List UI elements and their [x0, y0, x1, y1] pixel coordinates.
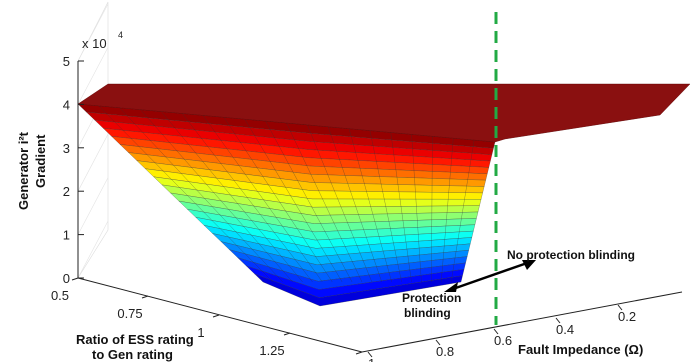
- x-tick-mark: [367, 351, 373, 358]
- z-axis-label-line2: Gradient: [33, 134, 48, 188]
- x-tick-mark: [435, 339, 441, 346]
- grid-line: [77, 47, 109, 105]
- y-tick-label: 0.75: [117, 306, 142, 321]
- mesh-line: [441, 138, 454, 283]
- z-tick-label: 0: [63, 271, 70, 286]
- y-tick-mark: [212, 314, 220, 318]
- mesh-line: [202, 115, 323, 283]
- mesh-line: [244, 119, 343, 283]
- y-tick-mark: [71, 277, 79, 281]
- y-tick-mark: [141, 295, 149, 299]
- mesh-line: [411, 134, 422, 283]
- z-tick-label: 2: [63, 184, 70, 199]
- y-axis-label-line2: to Gen rating: [92, 347, 173, 362]
- x-axis-label: Fault Impedance (Ω): [518, 342, 643, 357]
- back-wall: [78, 2, 690, 61]
- mesh-line: [328, 126, 382, 283]
- mesh-line: [182, 113, 313, 283]
- grid-line: [77, 3, 109, 62]
- blinding-arrow: [449, 260, 531, 292]
- mesh-line: [98, 105, 273, 283]
- x-tick-label: 0.2: [618, 309, 636, 324]
- mesh-line: [431, 136, 433, 283]
- x-tick-mark: [617, 304, 623, 311]
- x-axis-line: [361, 291, 683, 353]
- plateau-surface: [77, 83, 691, 143]
- arrow-head-left: [444, 282, 458, 292]
- z-tick-label: 4: [63, 97, 70, 112]
- surface-mesh: [77, 103, 496, 307]
- x-axis-ticks: 1 0.8 0.6 0.4 0.2: [367, 304, 636, 362]
- x-tick-label: 0.6: [494, 333, 512, 348]
- mesh-line: [390, 132, 412, 283]
- surface-band: [254, 273, 463, 307]
- x-tick-label: 0.8: [436, 344, 454, 359]
- y-tick-mark: [355, 351, 363, 355]
- z-axis-ticks: 0 1 2 3 4 5: [63, 54, 84, 286]
- y-tick-label: 0.5: [51, 288, 69, 303]
- mesh-line: [119, 107, 283, 283]
- y-axis-line: [77, 277, 363, 353]
- y-tick-label: 1.25: [259, 343, 284, 358]
- mesh-line: [265, 121, 353, 283]
- z-exponent-power: 4: [118, 30, 123, 40]
- z-exponent: x 10: [82, 36, 107, 51]
- mesh-line: [348, 128, 392, 283]
- grid-line: [77, 134, 109, 192]
- x-tick-mark: [555, 317, 561, 324]
- y-tick-label: 1: [197, 325, 204, 340]
- mesh-line: [307, 124, 373, 283]
- mesh-line: [450, 140, 475, 283]
- z-axis-label-line1: Generator i²t: [16, 131, 31, 210]
- annotation-no-blinding: No protection blinding: [507, 248, 635, 262]
- mesh-line: [161, 111, 303, 283]
- z-tick-label: 5: [63, 54, 70, 69]
- grid-line: [77, 220, 109, 279]
- mesh-line: [140, 109, 293, 283]
- y-axis-label-line1: Ratio of ESS rating: [76, 332, 194, 347]
- y-tick-mark: [283, 332, 291, 336]
- x-tick-mark: [493, 328, 499, 335]
- mesh-line: [286, 122, 363, 283]
- grid-line: [77, 177, 109, 235]
- mesh-line: [223, 117, 333, 283]
- annotation-blinding-line1: Protection: [402, 291, 461, 305]
- x-tick-label: 0.4: [556, 322, 574, 337]
- z-tick-label: 1: [63, 228, 70, 243]
- annotation-blinding-line2: blinding: [404, 306, 451, 320]
- arrow-head-right: [522, 260, 536, 270]
- mesh-line: [369, 130, 402, 283]
- x-tick-label: 1: [368, 356, 375, 362]
- z-tick-label: 3: [63, 141, 70, 156]
